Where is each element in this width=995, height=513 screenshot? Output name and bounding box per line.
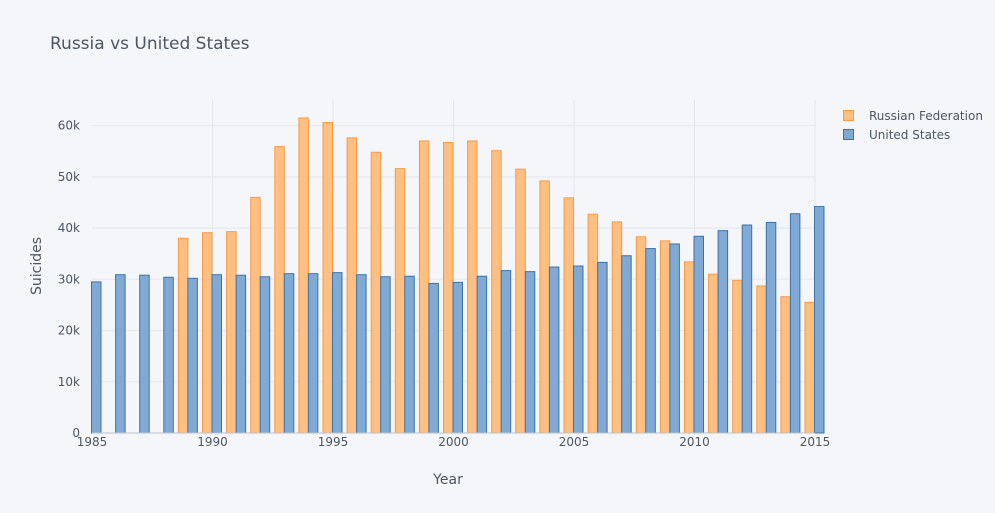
- bar-russian-federation-1998[interactable]: [394, 168, 406, 434]
- bar-united-states-2003[interactable]: [524, 271, 536, 434]
- bar-russian-federation-2001[interactable]: [467, 140, 478, 434]
- bar-russian-federation-1996[interactable]: [346, 137, 358, 434]
- bar-russian-federation-2011[interactable]: [708, 273, 719, 434]
- bar-united-states-2005[interactable]: [573, 265, 584, 434]
- bar-russian-federation-1999[interactable]: [418, 140, 430, 434]
- bar-russian-federation-1995[interactable]: [322, 122, 333, 434]
- x-axis-title: Year: [433, 472, 463, 488]
- y-tick-label: 10k: [58, 375, 80, 389]
- chart-title: Russia vs United States: [50, 34, 250, 54]
- bar-united-states-2001[interactable]: [476, 275, 488, 434]
- x-tick-label: 1995: [318, 435, 349, 449]
- bar-united-states-1998[interactable]: [404, 275, 415, 434]
- bar-russian-federation-1989[interactable]: [177, 237, 189, 434]
- legend-label-russian-federation: Russian Federation: [869, 108, 983, 123]
- bar-united-states-2007[interactable]: [621, 255, 632, 434]
- bar-russian-federation-2000[interactable]: [443, 142, 454, 434]
- bar-united-states-2009[interactable]: [669, 243, 680, 434]
- bar-united-states-2008[interactable]: [645, 248, 656, 434]
- y-tick-label: 40k: [58, 221, 80, 235]
- bar-united-states-1993[interactable]: [283, 273, 295, 434]
- bar-russian-federation-2002[interactable]: [491, 150, 502, 434]
- y-tick-label: 30k: [58, 272, 80, 286]
- bar-united-states-1990[interactable]: [211, 274, 222, 434]
- bar-russian-federation-1990[interactable]: [202, 232, 213, 434]
- bar-russian-federation-2006[interactable]: [587, 213, 599, 434]
- bar-united-states-1985[interactable]: [91, 281, 102, 434]
- y-axis-title: Suicides: [29, 236, 45, 296]
- bar-united-states-1989[interactable]: [187, 277, 198, 434]
- bar-russian-federation-1993[interactable]: [274, 146, 285, 434]
- bars: [91, 117, 825, 434]
- bar-russian-federation-1994[interactable]: [298, 117, 309, 434]
- legend-swatch-united-states: [843, 129, 854, 140]
- bar-russian-federation-1997[interactable]: [370, 151, 382, 434]
- bar-russian-federation-2015[interactable]: [804, 301, 815, 434]
- bar-united-states-1995[interactable]: [332, 272, 343, 434]
- x-tick-label: 2010: [679, 435, 710, 449]
- bar-united-states-1987[interactable]: [139, 274, 150, 434]
- bar-russian-federation-2003[interactable]: [515, 168, 526, 434]
- bar-russian-federation-2009[interactable]: [659, 240, 671, 434]
- bar-russian-federation-1991[interactable]: [226, 231, 237, 434]
- y-tick-label: 20k: [58, 324, 80, 338]
- bar-united-states-2006[interactable]: [597, 261, 608, 434]
- bar-russian-federation-1992[interactable]: [250, 196, 261, 434]
- x-tick-label: 2005: [559, 435, 590, 449]
- bar-united-states-1991[interactable]: [235, 274, 247, 434]
- bar-united-states-1988[interactable]: [163, 276, 174, 434]
- x-tick-label: 2015: [800, 435, 831, 449]
- bar-united-states-1996[interactable]: [356, 274, 367, 434]
- y-tick-label: 50k: [58, 170, 80, 184]
- bar-russian-federation-2005[interactable]: [563, 197, 574, 434]
- bar-russian-federation-2014[interactable]: [780, 296, 791, 434]
- bar-russian-federation-2010[interactable]: [684, 261, 695, 434]
- bar-russian-federation-2004[interactable]: [539, 180, 550, 434]
- bar-russian-federation-2012[interactable]: [732, 279, 743, 434]
- bar-united-states-2012[interactable]: [741, 224, 753, 434]
- legend-item-united-states[interactable]: United States: [843, 125, 983, 144]
- y-tick-label: 0: [72, 426, 80, 440]
- bar-united-states-2014[interactable]: [789, 213, 801, 434]
- bar-russian-federation-2008[interactable]: [635, 236, 647, 434]
- x-tick-label: 2000: [438, 435, 469, 449]
- x-tick-label: 1985: [77, 435, 108, 449]
- bar-united-states-1994[interactable]: [307, 273, 319, 434]
- bar-united-states-1999[interactable]: [428, 282, 439, 434]
- legend-label-united-states: United States: [869, 127, 951, 142]
- bar-united-states-2010[interactable]: [693, 235, 704, 434]
- legend-item-russian-federation[interactable]: Russian Federation: [843, 106, 983, 125]
- x-tick-label: 1990: [197, 435, 228, 449]
- bar-united-states-2015[interactable]: [814, 206, 825, 434]
- bar-united-states-1992[interactable]: [259, 276, 271, 434]
- y-tick-label: 60k: [58, 119, 80, 133]
- bar-russian-federation-2013[interactable]: [756, 285, 767, 434]
- bar-united-states-1997[interactable]: [380, 276, 391, 434]
- bar-united-states-2002[interactable]: [500, 270, 512, 434]
- bar-united-states-1986[interactable]: [115, 274, 126, 434]
- legend: Russian Federation United States: [843, 106, 983, 144]
- bar-united-states-2000[interactable]: [452, 281, 463, 434]
- bar-united-states-2013[interactable]: [765, 221, 777, 434]
- legend-swatch-russian-federation: [843, 110, 854, 121]
- axes: 0 10k 20k 30k 40k 50k 60k 1985 1990 1995 2000 2005 2…: [58, 119, 830, 449]
- bar-united-states-2004[interactable]: [548, 266, 560, 434]
- bar-united-states-2011[interactable]: [717, 230, 729, 434]
- bar-russian-federation-2007[interactable]: [611, 221, 623, 434]
